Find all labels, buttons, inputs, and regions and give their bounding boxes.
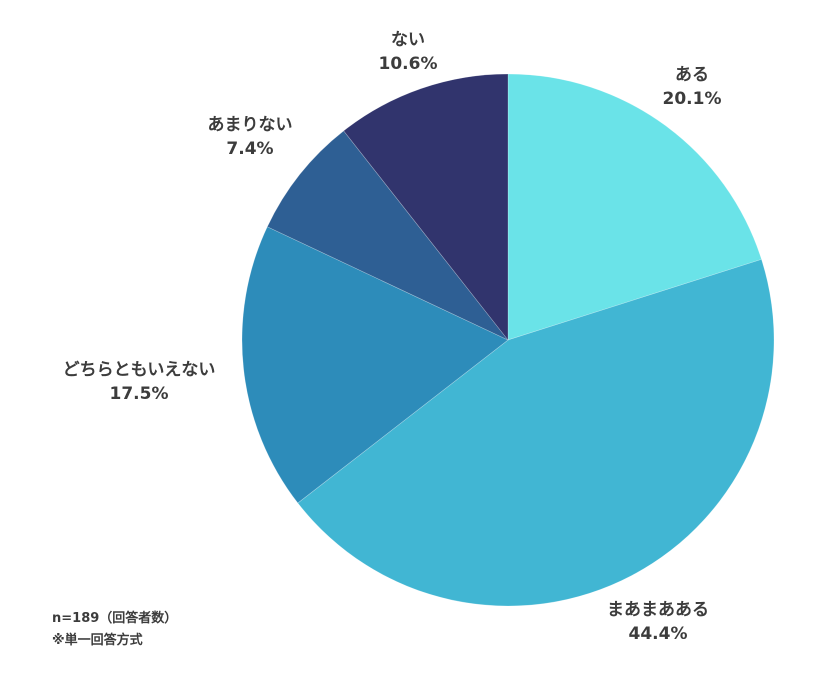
label-nai: ない 10.6% — [379, 28, 438, 76]
label-maamaa-aru-name: まあまあある — [607, 600, 709, 620]
label-amari-nai: あまりない 7.4% — [208, 113, 293, 161]
label-dochira-tomo-pct: 17.5% — [109, 384, 169, 404]
label-aru-name: ある — [674, 65, 709, 85]
label-maamaa-aru: まあまあある 44.4% — [607, 598, 709, 646]
sample-size-note: n=189（回答者数） — [52, 611, 178, 626]
answer-method-note: ※単一回答方式 — [52, 633, 143, 648]
label-amari-nai-pct: 7.4% — [226, 139, 274, 159]
label-aru: ある 20.1% — [663, 63, 722, 111]
slice-amari-nai — [266, 130, 509, 341]
label-nai-name: ない — [390, 30, 425, 50]
label-dochira-tomo: どちらともいえない 17.5% — [63, 358, 216, 406]
label-aru-pct: 20.1% — [662, 89, 722, 109]
label-amari-nai-name: あまりない — [207, 115, 293, 135]
slice-dochira-tomo — [241, 226, 509, 504]
slice-maamaa-aru — [297, 259, 775, 607]
slice-nai — [343, 73, 509, 341]
label-maamaa-aru-pct: 44.4% — [628, 624, 688, 644]
slice-aru — [507, 73, 762, 341]
label-dochira-tomo-name: どちらともいえない — [62, 360, 216, 380]
label-nai-pct: 10.6% — [378, 54, 438, 74]
